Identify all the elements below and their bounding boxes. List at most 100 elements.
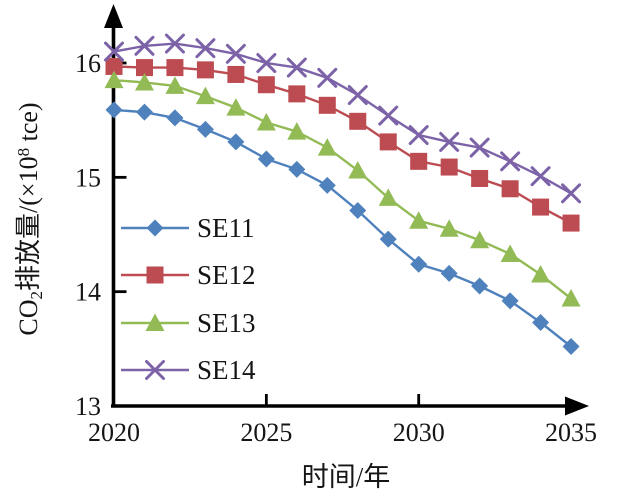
x-marker-icon [134,35,155,56]
x-marker-icon [530,166,551,187]
triangle-marker-icon [287,122,307,140]
series-se14 [104,33,582,204]
x-marker-icon [378,105,399,126]
x-marker-icon [561,183,582,204]
y-axis-title-sub: 2 [27,290,46,300]
diamond-marker-icon [105,101,123,119]
se12-square-marker-icon [121,266,189,284]
triangle-marker-icon [165,76,185,94]
y-tick-label-16: 16 [75,49,101,78]
square-marker-icon [146,266,164,284]
x-axis-arrow-icon [565,396,589,416]
diamond-marker-icon [562,338,580,356]
triangle-marker-icon [531,265,551,283]
x-marker-icon [347,85,368,106]
se14-x-marker-icon [121,360,189,380]
y-axis-arrow-icon [104,4,123,28]
series-se13 [104,70,581,307]
series-se12-line [113,65,572,225]
legend-item-se11: SE11 [120,213,255,243]
y-tick-label-13: 13 [75,392,101,421]
legend-item-se13: SE13 [120,308,256,338]
y-axis-title-post: tce) [14,102,43,148]
diamond-marker-icon [318,176,336,194]
se13-triangle-marker-icon [121,313,189,331]
triangle-marker-icon [500,244,520,262]
x-marker-icon [145,360,165,380]
diamond-marker-icon [227,133,245,151]
se11-diamond-marker-icon [121,219,189,237]
diamond-marker-icon [166,109,184,127]
square-marker-icon [135,59,153,77]
triangle-marker-icon [104,70,124,89]
y-axis-title-pre: CO [14,299,43,336]
y-tick-label-14: 14 [75,278,101,307]
diamond-marker-icon [196,120,214,138]
triangle-marker-icon [317,138,337,156]
series-se13-line [113,79,572,300]
legend-item-se12: SE12 [120,260,256,290]
series-se12 [105,57,580,232]
square-marker-icon [288,85,306,103]
square-marker-icon [257,76,275,94]
square-marker-icon [440,158,458,176]
y-axis-title: CO2排放量/(×108 tce) [14,102,46,336]
x-marker-icon [317,67,338,88]
triangle-marker-icon [145,313,165,331]
triangle-marker-icon [378,188,398,206]
diamond-marker-icon [349,201,367,219]
square-marker-icon [532,198,550,216]
triangle-marker-icon [348,160,368,179]
x-marker-icon [500,151,521,172]
x-tick-label-2035: 2035 [545,418,597,447]
x-tick-label-2030: 2030 [393,418,445,447]
square-marker-icon [196,61,214,79]
triangle-marker-icon [439,219,459,237]
x-tick-label-2025: 2025 [240,418,292,447]
diamond-marker-icon [532,314,550,332]
square-marker-icon [166,59,184,77]
triangle-marker-icon [256,112,276,131]
diamond-marker-icon [146,219,164,237]
diamond-marker-icon [410,255,428,273]
triangle-marker-icon [561,289,581,307]
x-marker-icon [408,125,429,146]
diamond-marker-icon [501,292,519,310]
legend-label-se13: SE13 [197,307,256,338]
triangle-marker-icon [195,86,215,105]
series-se11 [105,101,580,356]
x-marker-icon [286,57,307,78]
x-marker-icon [439,131,460,152]
y-axis-title-mid: 排放量/(×10 [14,156,43,291]
diamond-marker-icon [257,150,275,168]
legend-label-se11: SE11 [197,212,255,243]
diamond-marker-icon [440,264,458,282]
square-marker-icon [410,152,428,170]
x-marker-icon [469,137,490,158]
x-marker-icon [104,41,124,62]
x-marker-icon [225,43,246,64]
square-marker-icon [379,133,397,151]
legend-item-se14: SE14 [120,355,256,385]
diamond-marker-icon [471,277,489,295]
triangle-marker-icon [226,98,246,116]
diamond-marker-icon [288,160,306,178]
diamond-marker-icon [379,230,397,248]
square-marker-icon [318,96,336,114]
legend-label-se14: SE14 [197,354,256,385]
triangle-marker-icon [470,230,490,249]
square-marker-icon [105,57,123,75]
diamond-marker-icon [135,103,153,121]
y-axis-title-sup: 8 [14,147,33,157]
x-marker-icon [195,38,216,59]
x-marker-icon [164,33,185,54]
square-marker-icon [227,65,245,83]
legend-label-se12: SE12 [197,259,256,290]
square-marker-icon [349,112,367,130]
triangle-marker-icon [409,211,429,229]
x-tick-label-2020: 2020 [88,418,140,447]
triangle-marker-icon [134,72,154,91]
square-marker-icon [562,214,580,232]
